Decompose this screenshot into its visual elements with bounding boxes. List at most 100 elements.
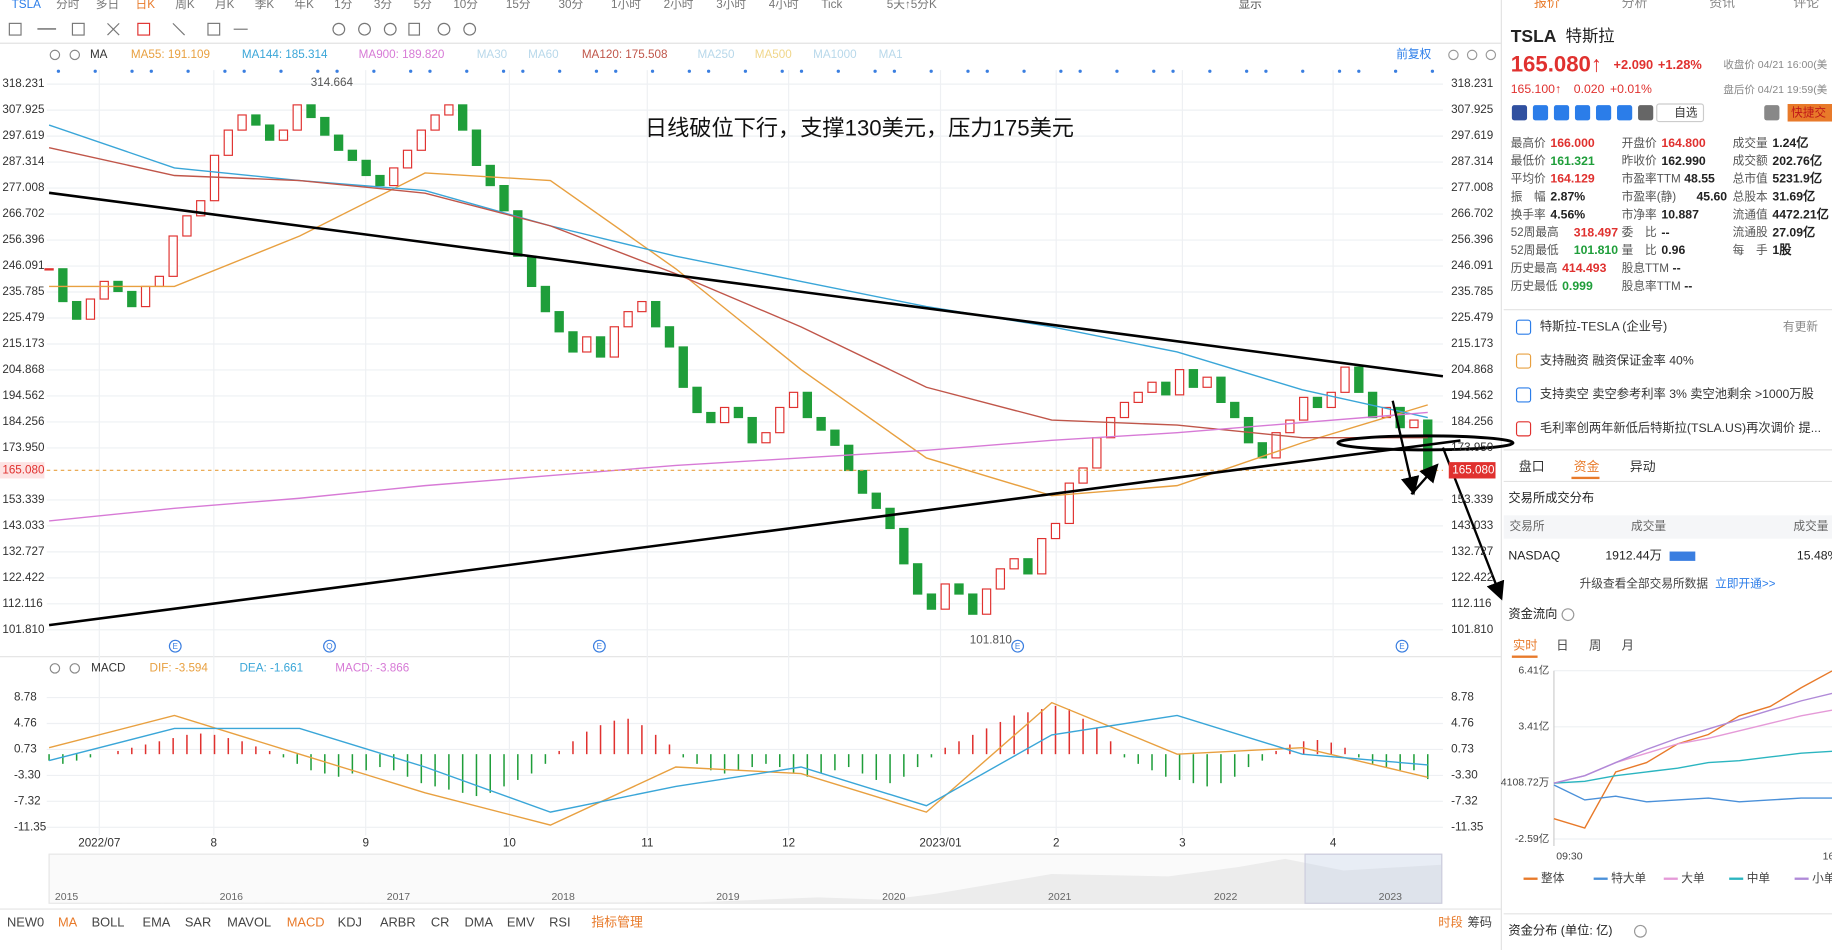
period-tab[interactable]: 月K	[215, 0, 235, 11]
indicator-tab[interactable]: DMA	[465, 915, 494, 930]
indicator-tab[interactable]: EMA	[143, 915, 171, 930]
period-tab[interactable]: 10分	[453, 0, 478, 11]
news-item[interactable]: 支持融资 融资保证金率 40%	[1540, 352, 1694, 367]
event-marker[interactable]	[1011, 639, 1025, 653]
candle	[830, 429, 840, 446]
event-dot	[873, 69, 877, 73]
close-icon[interactable]	[69, 663, 81, 674]
period-tab[interactable]: 日K	[136, 0, 156, 11]
indicator-tab[interactable]: 指标管理	[591, 915, 643, 930]
indicator-name[interactable]: MACD	[91, 661, 125, 674]
event-dot	[428, 69, 432, 73]
event-marker[interactable]	[168, 639, 182, 653]
indicator-tab[interactable]: ARBR	[380, 915, 416, 930]
period-tab[interactable]: 3小时	[716, 0, 746, 11]
period-tab[interactable]: 多日	[96, 0, 119, 11]
period-tab[interactable]: 30分	[558, 0, 583, 11]
alert-icon[interactable]	[1764, 105, 1780, 121]
flow-tab[interactable]: 周	[1589, 638, 1601, 652]
event-marker[interactable]	[592, 639, 606, 653]
drawing-tools[interactable]	[8, 22, 477, 36]
indicator-tab[interactable]: KDJ	[338, 915, 362, 930]
flow-tab[interactable]: 实时	[1513, 637, 1537, 652]
event-marker[interactable]	[323, 639, 336, 653]
period-tab[interactable]: 周K	[175, 0, 195, 11]
settings-icon[interactable]	[49, 663, 61, 674]
sub-tab[interactable]: 盘口	[1519, 459, 1545, 474]
badge-icon[interactable]	[1511, 105, 1528, 121]
badge-icon[interactable]	[1595, 105, 1612, 121]
symbol-tab[interactable]: TSLA	[12, 0, 41, 11]
chips-tab[interactable]: 筹码	[1467, 915, 1491, 929]
period-tab[interactable]: 15分	[506, 0, 531, 11]
candle	[637, 300, 647, 313]
event-dot	[465, 69, 469, 73]
event-marker[interactable]	[1395, 639, 1409, 653]
event-dot	[186, 69, 190, 73]
indicator-tab[interactable]: MA	[58, 915, 78, 930]
trade-button[interactable]	[1787, 103, 1832, 122]
news-item[interactable]: 支持卖空 卖空参考利率 3% 卖空池剩余 >1000万股	[1540, 386, 1814, 401]
change: +2.090	[1614, 57, 1654, 72]
panel-tab[interactable]: 评论	[1793, 0, 1819, 10]
trade-label[interactable]: 快捷交	[1791, 105, 1826, 119]
period-tab[interactable]: 年K	[294, 0, 314, 11]
event-dot	[614, 69, 618, 73]
period-tab[interactable]: 2小时	[664, 0, 694, 11]
navigator-volume	[49, 858, 1442, 904]
indicator-tab[interactable]: EMV	[507, 915, 535, 930]
news-item[interactable]: 特斯拉-TESLA (企业号)	[1540, 318, 1667, 333]
period-tab[interactable]: 5天↑5分K	[887, 0, 937, 11]
indicator-tab[interactable]: BOLL	[92, 915, 125, 930]
period-tab[interactable]: 5分	[414, 0, 432, 11]
period-tab[interactable]: 季K	[255, 0, 275, 11]
badge-icon[interactable]	[1617, 105, 1633, 121]
badge-icon[interactable]	[1553, 105, 1570, 121]
display-menu[interactable]: 显示	[1238, 0, 1261, 11]
y-tick-label: 153.339	[1451, 493, 1493, 506]
trend-drawings	[48, 191, 1515, 627]
period-tab[interactable]: Tick	[821, 0, 842, 11]
badge-icon[interactable]	[1574, 105, 1591, 121]
close-icon[interactable]	[1485, 49, 1497, 61]
watch-button[interactable]	[1656, 103, 1705, 123]
indicator-tab[interactable]: CR	[431, 915, 450, 930]
candle	[1298, 396, 1309, 421]
sub-tab[interactable]: 资金	[1574, 459, 1600, 474]
flow-tab[interactable]: 日	[1556, 638, 1568, 652]
upgrade-text: 升级查看全部交易所数据	[1580, 576, 1709, 590]
upgrade-link[interactable]: 立即开通>>	[1715, 576, 1775, 590]
sub-tab[interactable]: 异动	[1630, 459, 1656, 474]
adjust-menu[interactable]: 前复权	[1396, 47, 1431, 61]
stat-value: 27.09亿	[1772, 224, 1815, 239]
watch-label[interactable]: 自选	[1674, 106, 1698, 119]
panel-tab[interactable]: 分析	[1622, 0, 1648, 10]
plus-icon[interactable]	[1466, 49, 1478, 61]
settings-icon[interactable]	[49, 49, 61, 61]
period-tab[interactable]: 1小时	[611, 0, 641, 11]
reset-icon[interactable]	[1448, 49, 1459, 61]
flow-tab[interactable]: 月	[1622, 638, 1634, 652]
indicator-tab[interactable]: NEW0	[7, 915, 44, 930]
badge-icon[interactable]	[1638, 105, 1654, 121]
stat-value: --	[1661, 225, 1669, 239]
indicator-name[interactable]: MA	[90, 48, 108, 61]
period-tab[interactable]: 4小时	[769, 0, 799, 11]
period-tab[interactable]: 分时	[56, 0, 80, 11]
indicator-tab[interactable]: MAVOL	[227, 915, 271, 930]
y-tick-label: 143.033	[2, 519, 44, 532]
panel-tab[interactable]: 报价	[1534, 0, 1560, 10]
period-tab[interactable]: 1分	[334, 0, 352, 11]
indicator-tab[interactable]: MACD	[287, 915, 325, 930]
indicator-tab[interactable]: SAR	[185, 915, 211, 930]
badge-icon[interactable]	[1532, 105, 1549, 121]
news-item[interactable]: 毛利率创两年新低后特斯拉(TSLA.US)再次调价 提...	[1540, 420, 1821, 435]
y-tick-label: 101.810	[2, 623, 45, 636]
close-icon[interactable]	[69, 49, 81, 61]
news-icon	[1515, 421, 1532, 437]
session-tab[interactable]: 时段	[1438, 914, 1462, 929]
panel-tab[interactable]: 资讯	[1709, 0, 1735, 10]
period-tab[interactable]: 3分	[374, 0, 392, 11]
indicator-tab[interactable]: RSI	[549, 915, 570, 930]
navigator-window[interactable]	[1304, 853, 1443, 904]
